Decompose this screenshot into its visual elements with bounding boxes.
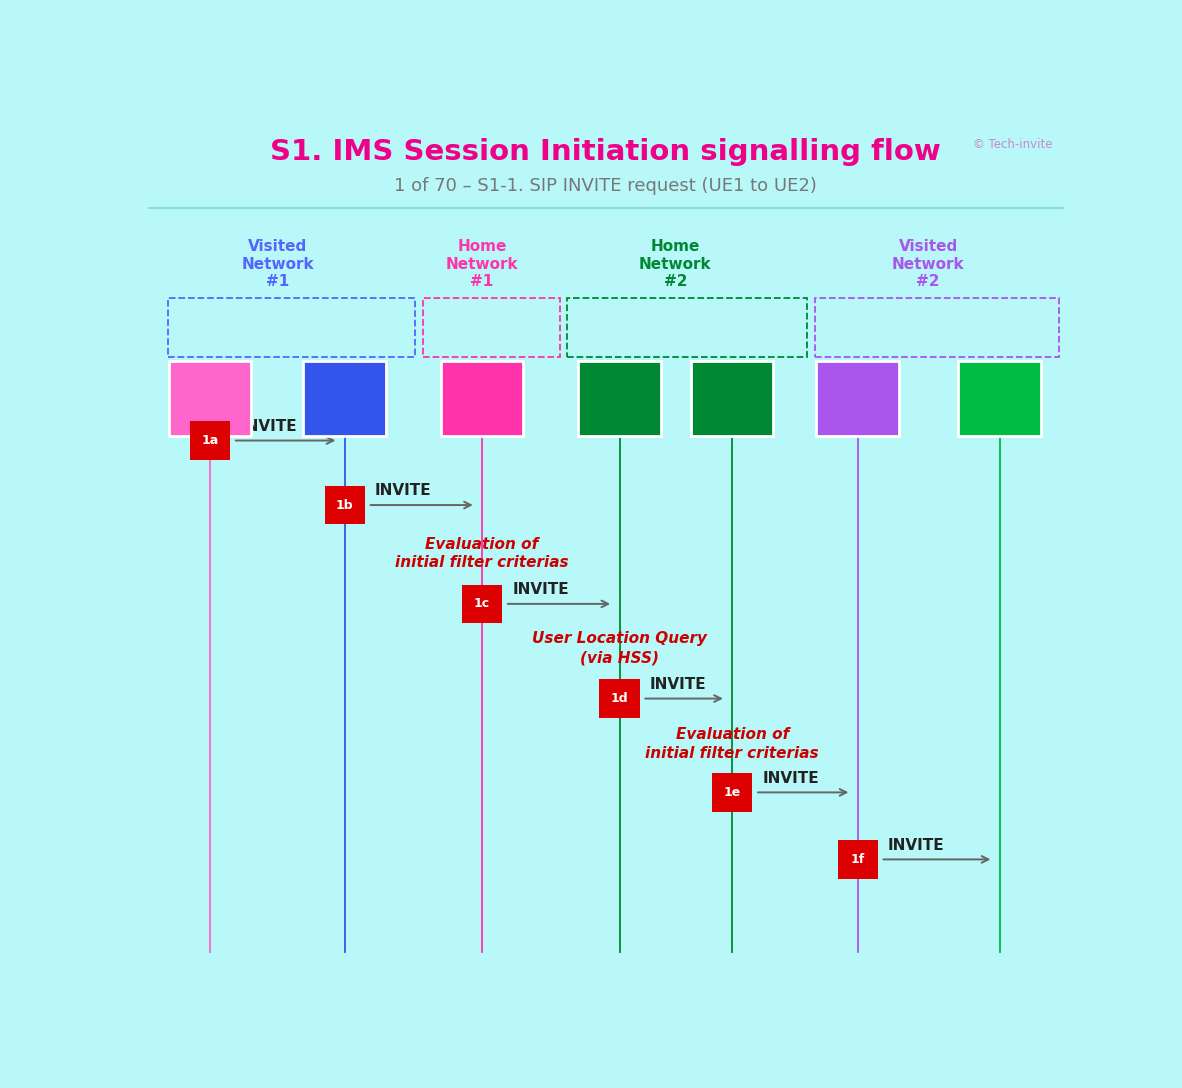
FancyBboxPatch shape bbox=[712, 774, 752, 812]
FancyBboxPatch shape bbox=[959, 361, 1041, 436]
Text: 1e: 1e bbox=[723, 786, 741, 799]
Text: I-CSCF
2: I-CSCF 2 bbox=[592, 383, 647, 415]
Text: S1. IMS Session Initiation signalling flow: S1. IMS Session Initiation signalling fl… bbox=[271, 138, 941, 166]
Text: S-CSCF
1: S-CSCF 1 bbox=[453, 383, 512, 415]
FancyBboxPatch shape bbox=[838, 840, 878, 879]
Text: 1d: 1d bbox=[611, 692, 629, 705]
FancyBboxPatch shape bbox=[441, 361, 524, 436]
Bar bbox=[567, 298, 807, 357]
FancyBboxPatch shape bbox=[304, 361, 385, 436]
Text: INVITE: INVITE bbox=[512, 582, 569, 597]
FancyBboxPatch shape bbox=[817, 361, 898, 436]
Text: Home
Network
#2: Home Network #2 bbox=[639, 239, 712, 289]
FancyBboxPatch shape bbox=[578, 361, 661, 436]
FancyBboxPatch shape bbox=[599, 679, 639, 718]
Text: Evaluation of
initial filter criterias: Evaluation of initial filter criterias bbox=[645, 727, 819, 761]
Text: INVITE: INVITE bbox=[375, 483, 431, 498]
Text: 1b: 1b bbox=[336, 498, 353, 511]
FancyBboxPatch shape bbox=[462, 584, 502, 623]
FancyBboxPatch shape bbox=[325, 485, 365, 524]
Bar bbox=[423, 298, 560, 357]
Bar bbox=[168, 298, 415, 357]
Text: Visited
Network
#1: Visited Network #1 bbox=[241, 239, 314, 289]
Text: UE
2: UE 2 bbox=[988, 383, 1011, 415]
Text: 1c: 1c bbox=[474, 597, 491, 610]
Text: User Location Query
(via HSS): User Location Query (via HSS) bbox=[532, 631, 707, 665]
Text: 1a: 1a bbox=[201, 434, 219, 447]
Text: INVITE: INVITE bbox=[762, 770, 819, 786]
Text: Home
Network
#1: Home Network #1 bbox=[446, 239, 519, 289]
Text: P-CSCF
2: P-CSCF 2 bbox=[829, 383, 886, 415]
FancyBboxPatch shape bbox=[691, 361, 773, 436]
FancyBboxPatch shape bbox=[169, 361, 252, 436]
Text: INVITE: INVITE bbox=[650, 677, 707, 692]
Text: INVITE: INVITE bbox=[240, 419, 297, 434]
Text: 1f: 1f bbox=[851, 853, 865, 866]
Text: S-CSCF
2: S-CSCF 2 bbox=[703, 383, 761, 415]
Bar bbox=[148, 131, 1064, 208]
Text: INVITE: INVITE bbox=[888, 838, 944, 853]
FancyBboxPatch shape bbox=[190, 421, 230, 460]
Text: © Tech-invite: © Tech-invite bbox=[973, 138, 1053, 151]
Text: P-CSCF
1: P-CSCF 1 bbox=[316, 383, 374, 415]
Text: 1 of 70 – S1-1. SIP INVITE request (UE1 to UE2): 1 of 70 – S1-1. SIP INVITE request (UE1 … bbox=[395, 177, 817, 195]
Text: UE
1: UE 1 bbox=[199, 383, 221, 415]
Text: Evaluation of
initial filter criterias: Evaluation of initial filter criterias bbox=[395, 536, 569, 570]
Bar bbox=[814, 298, 1059, 357]
Text: Visited
Network
#2: Visited Network #2 bbox=[892, 239, 965, 289]
